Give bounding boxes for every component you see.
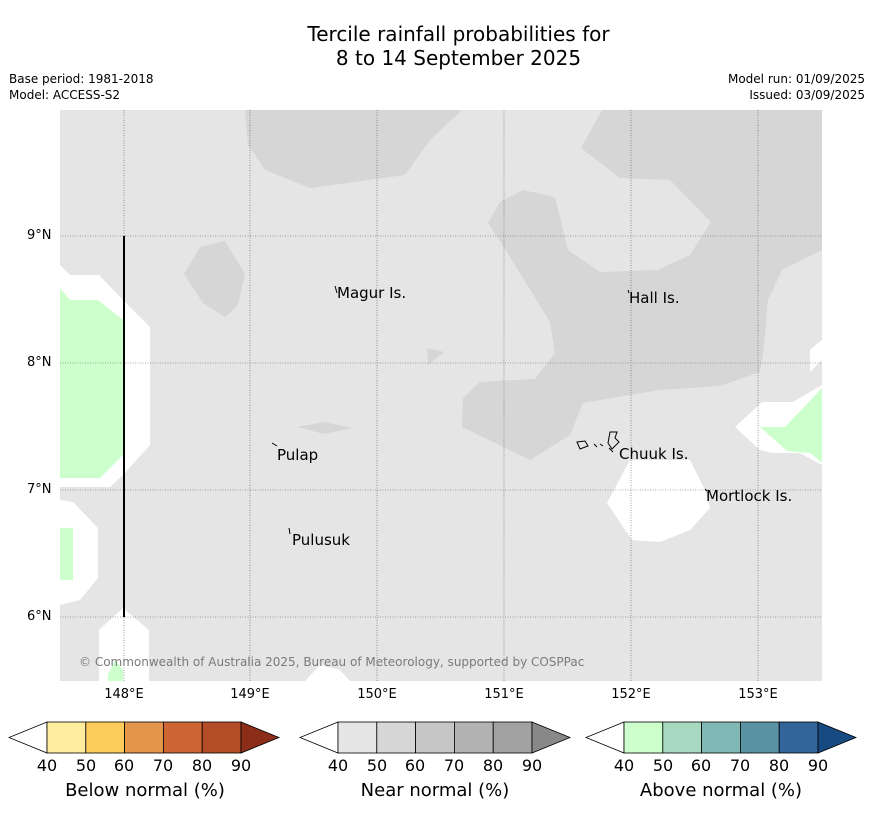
copyright-notice: © Commonwealth of Australia 2025, Bureau… bbox=[79, 655, 584, 669]
below-colorbar-cell-2 bbox=[85, 721, 126, 754]
above-colorbar-low-arrow bbox=[585, 721, 625, 754]
label-hall: Hall Is. bbox=[629, 289, 680, 307]
above-normal-region-east bbox=[760, 388, 822, 463]
above-colorbar-cell-4 bbox=[739, 721, 780, 754]
near-normal-region-east bbox=[462, 110, 822, 460]
below-tick-90: 90 bbox=[230, 756, 252, 775]
near-tick-70: 70 bbox=[443, 756, 465, 775]
near-colorbar-cell-1 bbox=[337, 721, 378, 754]
white-region-chuuk bbox=[607, 460, 710, 542]
below-tick-80: 80 bbox=[191, 756, 213, 775]
island-chuuk-lagoon bbox=[576, 431, 620, 453]
near-colorbar-cell-4 bbox=[453, 721, 494, 754]
below-tick-60: 60 bbox=[113, 756, 135, 775]
white-region-east-upper bbox=[810, 340, 822, 372]
colorbar-above-normal bbox=[585, 721, 858, 754]
near-normal-label: Near normal (%) bbox=[360, 780, 510, 801]
colorbar-below-cells bbox=[8, 721, 281, 754]
above-colorbar-cell-3 bbox=[701, 721, 741, 754]
above-colorbar-cell-1 bbox=[623, 721, 664, 754]
lon-label-149e: 149°E bbox=[230, 687, 270, 702]
lat-label-7n: 7°N bbox=[27, 482, 52, 497]
meta-left: Base period: 1981-2018 Model: ACCESS-S2 bbox=[9, 71, 154, 103]
above-normal-region-south bbox=[108, 660, 123, 681]
issued-date: Issued: 03/09/2025 bbox=[749, 88, 865, 102]
above-normal-region-west bbox=[60, 288, 123, 478]
colorbar-below-normal bbox=[8, 721, 281, 754]
near-tick-50: 50 bbox=[366, 756, 388, 775]
above-colorbar-cell-5 bbox=[778, 721, 819, 754]
near-colorbar-low-arrow bbox=[299, 721, 339, 754]
white-region-south bbox=[99, 608, 149, 681]
above-tick-90: 90 bbox=[807, 756, 829, 775]
near-normal-blob-mid bbox=[297, 422, 352, 434]
near-tick-90: 90 bbox=[521, 756, 543, 775]
title-line-2: 8 to 14 September 2025 bbox=[335, 46, 582, 70]
near-normal-region-west bbox=[184, 241, 245, 317]
island-markers bbox=[271, 285, 708, 535]
above-colorbar-cell-2 bbox=[662, 721, 703, 754]
label-pulusuk: Pulusuk bbox=[292, 531, 350, 549]
near-colorbar-high-arrow bbox=[531, 721, 572, 754]
near-tick-80: 80 bbox=[482, 756, 504, 775]
above-tick-40: 40 bbox=[613, 756, 635, 775]
colorbar-near-normal bbox=[299, 721, 572, 754]
island-magur bbox=[334, 285, 338, 294]
island-mortlock bbox=[704, 488, 708, 492]
island-hall bbox=[627, 289, 630, 294]
near-colorbar-cell-5 bbox=[492, 721, 533, 754]
label-mortlock: Mortlock Is. bbox=[706, 487, 792, 505]
below-colorbar-high-arrow bbox=[240, 721, 281, 754]
white-region-south-central bbox=[305, 665, 350, 681]
below-colorbar-cell-4 bbox=[162, 721, 203, 754]
map-title: Tercile rainfall probabilities for 8 to … bbox=[0, 22, 873, 70]
lon-label-151e: 151°E bbox=[484, 687, 524, 702]
above-normal-label: Above normal (%) bbox=[639, 780, 803, 801]
colorbar-above-cells bbox=[585, 721, 858, 754]
below-tick-50: 50 bbox=[75, 756, 97, 775]
label-chuuk: Chuuk Is. bbox=[619, 445, 688, 463]
near-tick-60: 60 bbox=[404, 756, 426, 775]
meta-right: Model run: 01/09/2025 Issued: 03/09/2025 bbox=[728, 71, 865, 103]
base-period: Base period: 1981-2018 bbox=[9, 72, 154, 86]
label-magur: Magur Is. bbox=[337, 284, 406, 302]
colorbar-near-cells bbox=[299, 721, 572, 754]
below-tick-70: 70 bbox=[152, 756, 174, 775]
label-pulap: Pulap bbox=[277, 446, 318, 464]
map-panel: Magur Is. Hall Is. Pulap Chuuk Is. Mortl… bbox=[60, 110, 822, 681]
model-run: Model run: 01/09/2025 bbox=[727, 72, 865, 86]
below-colorbar-low-arrow bbox=[8, 721, 48, 754]
above-tick-70: 70 bbox=[729, 756, 751, 775]
above-tick-50: 50 bbox=[652, 756, 674, 775]
lon-label-150e: 150°E bbox=[357, 687, 397, 702]
near-colorbar-cell-2 bbox=[376, 721, 417, 754]
island-pulap bbox=[271, 442, 278, 447]
below-colorbar-cell-5 bbox=[201, 721, 242, 754]
lon-label-153e: 153°E bbox=[738, 687, 778, 702]
near-colorbar-cell-3 bbox=[415, 721, 455, 754]
above-colorbar-high-arrow bbox=[817, 721, 858, 754]
near-normal-blob-small bbox=[427, 348, 444, 365]
lon-label-148e: 148°E bbox=[104, 687, 144, 702]
near-normal-region-north bbox=[245, 110, 462, 188]
above-tick-60: 60 bbox=[690, 756, 712, 775]
above-tick-80: 80 bbox=[768, 756, 790, 775]
lat-label-8n: 8°N bbox=[27, 355, 52, 370]
lat-label-6n: 6°N bbox=[27, 609, 52, 624]
below-tick-40: 40 bbox=[36, 756, 58, 775]
below-normal-label: Below normal (%) bbox=[65, 780, 225, 801]
title-line-1: Tercile rainfall probabilities for bbox=[307, 22, 610, 46]
lat-label-9n: 9°N bbox=[27, 228, 52, 243]
below-colorbar-cell-3 bbox=[124, 721, 164, 754]
model-name: Model: ACCESS-S2 bbox=[9, 88, 121, 102]
near-tick-40: 40 bbox=[327, 756, 349, 775]
island-pulusuk bbox=[288, 527, 291, 535]
below-colorbar-cell-1 bbox=[46, 721, 87, 754]
lon-label-152e: 152°E bbox=[611, 687, 651, 702]
above-normal-region-southwest bbox=[60, 528, 73, 580]
